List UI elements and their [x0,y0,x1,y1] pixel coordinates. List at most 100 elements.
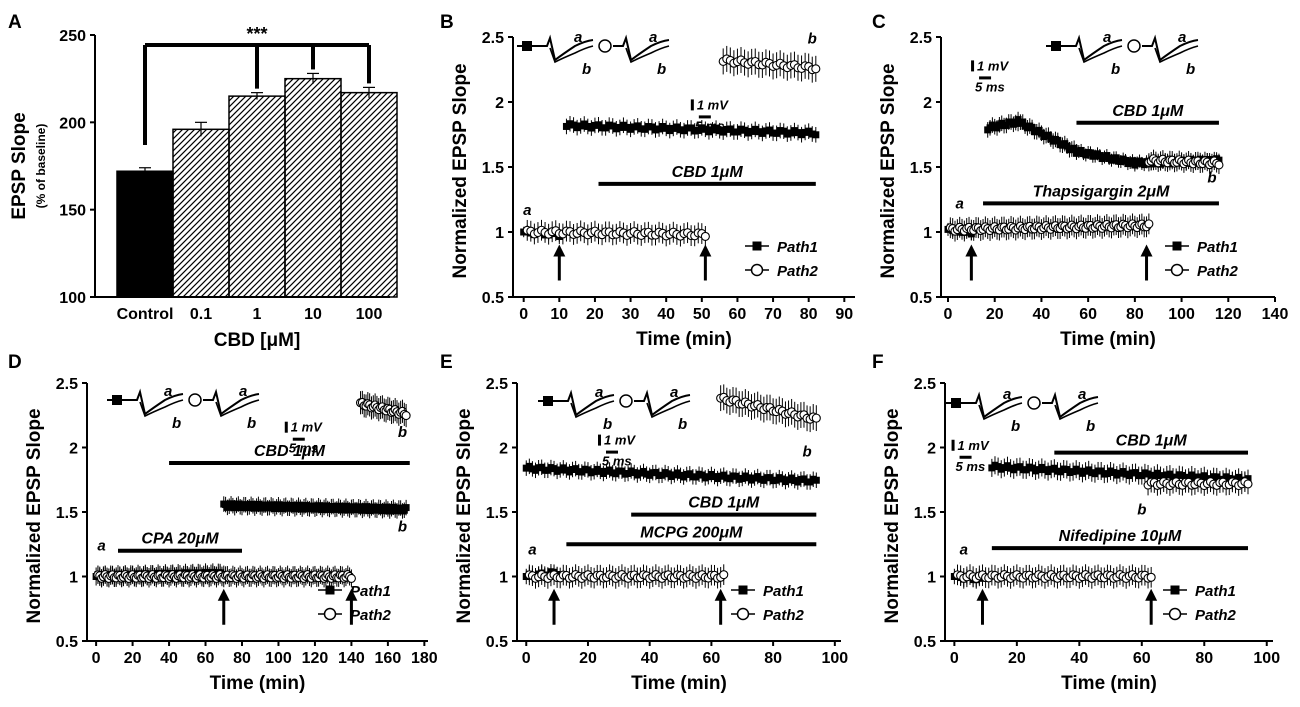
legend-path2-marker [1170,263,1184,277]
trace-label-b: b [1111,61,1120,78]
path1-point [577,122,585,130]
y-tick-label: 0.5 [482,290,504,307]
path1-point [780,127,788,135]
path1-point [676,126,684,134]
scale-ms: 5 ms [695,118,725,133]
path2-point [1214,160,1224,170]
y-tick-label: 2.5 [482,30,504,47]
y-tick-label: 2 [495,95,504,112]
y-tick-label: 1.5 [486,505,508,522]
path1-point [402,504,410,512]
y-tick-label: 2 [499,441,508,458]
y-tick-label: 250 [59,28,86,45]
y-axis-label: Normalized EPSP Slope [450,63,471,278]
scale-ms: 5 ms [602,454,632,469]
trace-mark: b [808,31,817,48]
x-tick-label: 140 [338,650,365,667]
bar [116,170,174,298]
legend-path1: Path1 [350,583,391,600]
legend-path1-marker [1172,241,1182,251]
x-tick-label: 80 [1126,306,1144,323]
panel-letter: E [440,352,453,373]
x-tick-label: 60 [197,650,215,667]
x-tick-label: 40 [160,650,178,667]
significance-stars: *** [246,24,267,44]
trace-label-a: a [1178,29,1186,46]
path1-point [666,127,674,135]
y-axis-sublabel: (% of baseline) [34,124,48,209]
trace-mark: a [960,542,968,559]
arrow-head [553,244,566,257]
path1-point [801,128,809,136]
trace-mark: a [956,196,964,213]
trace-label-b: b [582,61,591,78]
path2-marker [188,393,202,407]
arrow-head [217,588,230,601]
path1-point [623,123,631,131]
path2-point [1243,479,1253,489]
path2-marker [598,39,612,53]
x-tick-label: 40 [1070,650,1088,667]
x-tick-label: 80 [800,306,818,323]
legend-path2-marker [750,263,764,277]
x-tick-label: 40 [657,306,675,323]
y-tick-label: 2 [927,441,936,458]
path1-point [812,476,820,484]
x-axis-label: Time (min) [636,329,732,350]
path1-point [562,122,570,130]
path1-point [673,123,681,131]
x-tick-label: 180 [411,650,438,667]
path2-point [811,413,821,423]
trace-mark: b [398,518,407,535]
path1-point [773,129,781,137]
x-tick-label: 50 [693,306,711,323]
path1-point [1019,118,1027,126]
path1-point [808,130,816,138]
x-tick-label: 100 [265,650,292,667]
x-tick-label: 0 [519,306,528,323]
y-tick-label: 0.5 [486,634,508,651]
path1-point [659,123,667,131]
treatment-label: CBD 1μM [254,443,326,460]
arrow-head [1145,588,1158,601]
epsp-trace [646,400,691,419]
epsp-trace [139,399,184,418]
path1-point [769,129,777,137]
trace-label-b: b [678,416,687,433]
arrow-head [965,244,978,257]
path1-point [737,125,745,133]
x-tick-label: 60 [1133,650,1151,667]
path2-point [719,570,729,580]
y-tick-label: 1 [69,570,78,587]
path1-point [1063,142,1071,150]
path2-point [700,231,710,241]
trace-label-b: b [1011,418,1020,435]
x-tick-label: 100 [1253,650,1280,667]
path1-point [755,128,763,136]
y-tick-label: 0.5 [914,634,936,651]
y-tick-label: 150 [59,203,86,220]
path2-marker [1027,396,1041,410]
legend-path2: Path2 [1197,263,1239,280]
path1-point [570,121,578,129]
panel-d: 0.5 1 1.5 2 2.5 0 20 40 60 80 100 120 140 160 180 Time … [24,376,438,694]
path1-point [609,122,617,130]
legend-path2-marker [323,607,337,621]
path1-point [705,128,713,136]
trace-label-a: a [164,383,172,400]
path1-point [726,125,734,133]
x-tick-label: 80 [233,650,251,667]
path1-point [634,122,642,130]
path2-point [346,573,356,583]
x-tick-label: 70 [764,306,782,323]
treatment-label: CBD 1μM [672,164,744,181]
path1-point [812,131,820,139]
path1-point [616,123,624,131]
path2-marker [1127,39,1141,53]
arrow-head [548,588,561,601]
trace-label-a: a [670,384,678,401]
trace-mark: a [528,542,536,559]
epsp-trace [215,399,260,418]
path1-point [655,125,663,133]
